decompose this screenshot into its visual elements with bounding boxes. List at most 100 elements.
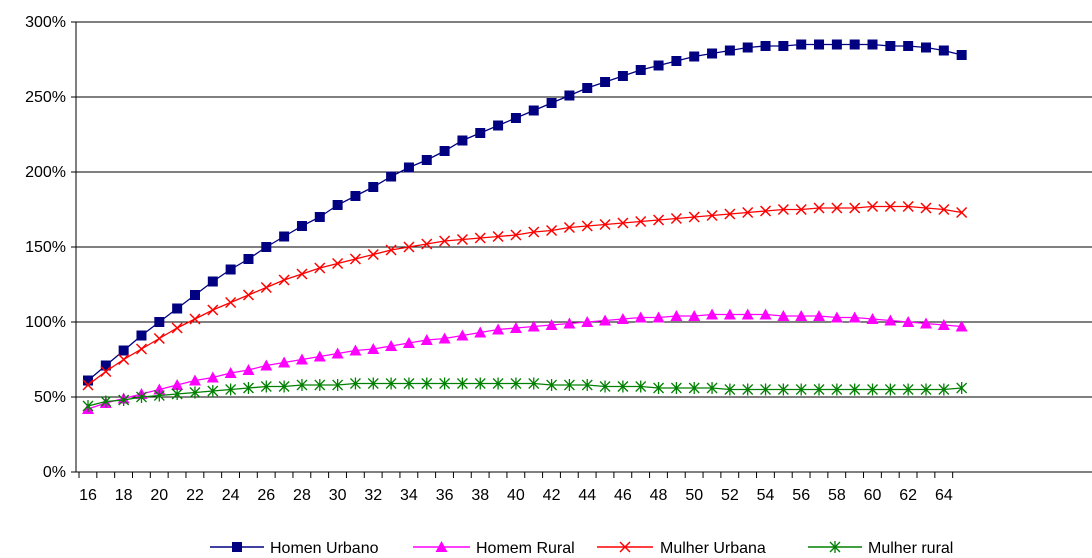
data-point-mulher-urbana [118, 353, 130, 366]
data-point-mulher-urbana [456, 233, 468, 246]
x-tick-label: 38 [471, 487, 489, 504]
data-point-homen-urbano [760, 41, 771, 51]
data-point-homem-rural [563, 317, 576, 329]
data-point-mulher-urbana-stroke [956, 206, 968, 219]
x-tick-label: 36 [436, 487, 454, 504]
data-point-homen-urbano [617, 71, 628, 81]
y-tick-label: 200% [25, 164, 66, 181]
data-point-mulher-urbana [956, 206, 968, 219]
data-point-mulher-urbana [528, 226, 540, 238]
x-tick-label: 40 [507, 487, 525, 504]
data-point-mulher-rural [171, 388, 183, 400]
axes: 0% 50% 100% 150% 200% 250% 300% 16 18 20 22 24 26 28 3… [25, 14, 1092, 504]
data-point-homen-urbano [457, 135, 468, 146]
data-point-mulher-urbana [938, 203, 950, 216]
data-point-homem-rural [349, 344, 362, 356]
data-point-homen-urbano [921, 42, 932, 53]
legend-item-mulher-rural: Mulher rural [808, 540, 953, 557]
data-point-mulher-rural [403, 377, 415, 390]
data-point-mulher-urbana-stroke [777, 203, 789, 216]
data-point-mulher-urbana-stroke [920, 202, 932, 214]
data-point-mulher-rural [118, 394, 130, 406]
data-point-mulher-rural [385, 377, 397, 390]
data-point-homem-rural [224, 367, 237, 378]
data-point-homem-rural [278, 356, 291, 368]
data-point-mulher-urbana [349, 253, 361, 265]
data-point-mulher-urbana-stroke [902, 200, 914, 213]
data-point-mulher-rural [456, 377, 468, 390]
x-tick-label: 30 [329, 487, 347, 504]
data-point-mulher-urbana [546, 224, 558, 237]
data-point-homen-urbano [172, 303, 183, 314]
x-tick-label: 56 [792, 487, 810, 504]
data-point-mulher-rural [742, 383, 754, 396]
data-point-homen-urbano [332, 200, 343, 210]
data-point-mulher-rural [260, 380, 272, 393]
data-point-homen-urbano [350, 191, 361, 201]
data-point-mulher-urbana-stroke [831, 202, 843, 214]
x-tick-label: 16 [79, 487, 97, 504]
data-point-mulher-rural [777, 383, 789, 396]
data-point-homen-urbano [528, 105, 539, 116]
data-point-homem-rural [688, 310, 701, 321]
series-line-mulher-urbana [87, 205, 962, 386]
x-tick-label: 50 [685, 487, 703, 504]
data-point-homen-urbano [796, 39, 807, 50]
data-point-mulher-urbana [100, 365, 112, 378]
data-point-homen-urbano [118, 345, 129, 356]
data-point-mulher-urbana-stroke [153, 332, 165, 345]
data-point-homen-urbano [867, 39, 878, 50]
data-point-homem-rural [331, 347, 344, 359]
data-point-homem-rural [545, 319, 558, 330]
data-point-mulher-urbana [688, 211, 700, 223]
legend-label-homen-urbano: Homen Urbano [270, 540, 379, 557]
data-point-mulher-urbana [403, 241, 415, 253]
data-point-mulher-rural [724, 383, 736, 396]
data-point-mulher-urbana-stroke [653, 214, 665, 226]
data-point-homem-rural [670, 310, 683, 321]
data-point-homen-urbano [707, 48, 718, 59]
legend-marker-mulher-rural [829, 541, 841, 553]
x-tick-label: 34 [400, 487, 418, 504]
data-point-homen-urbano [439, 146, 450, 156]
data-point-mulher-rural [653, 382, 665, 394]
x-tick-label: 44 [578, 487, 596, 504]
legend-marker-mulher-urbana-stroke [619, 541, 631, 553]
x-tick-label: 20 [150, 487, 168, 504]
data-point-mulher-rural [367, 377, 379, 390]
gridlines [76, 21, 1092, 398]
data-point-mulher-urbana-stroke [760, 205, 772, 217]
data-point-mulher-urbana [207, 304, 219, 316]
data-point-homen-urbano [296, 221, 307, 231]
data-point-mulher-rural [421, 377, 433, 390]
data-point-mulher-urbana-stroke [403, 241, 415, 253]
data-point-homen-urbano [635, 65, 646, 75]
x-tick-label: 52 [721, 487, 739, 504]
data-point-homem-rural [920, 317, 933, 329]
x-tick-label: 28 [293, 487, 311, 504]
data-point-homen-urbano [83, 375, 93, 386]
data-point-mulher-rural [902, 383, 914, 396]
data-point-homen-urbano [778, 41, 789, 51]
data-point-homen-urbano [243, 254, 254, 264]
data-point-homem-rural [634, 311, 647, 323]
data-point-mulher-urbana-stroke [456, 233, 468, 246]
data-point-mulher-rural [884, 383, 896, 396]
data-point-homem-rural [367, 343, 380, 354]
data-point-mulher-urbana [474, 232, 486, 244]
x-tick-label: 54 [757, 487, 775, 504]
data-point-mulher-urbana-stroke [171, 322, 183, 334]
y-tick-label: 150% [25, 239, 66, 256]
x-tick-label: 46 [614, 487, 632, 504]
data-point-mulher-rural [670, 382, 682, 394]
data-point-homen-urbano [814, 39, 825, 50]
data-point-homem-rural [902, 316, 915, 327]
data-point-homen-urbano [849, 39, 860, 50]
data-point-mulher-rural [795, 383, 807, 396]
data-point-mulher-rural [510, 377, 522, 390]
data-point-homen-urbano [261, 242, 272, 252]
data-point-homen-urbano [368, 182, 379, 192]
data-point-mulher-urbana-stroke [492, 230, 504, 243]
data-point-mulher-urbana-stroke [474, 232, 486, 244]
series-line-mulher-rural [87, 382, 962, 407]
